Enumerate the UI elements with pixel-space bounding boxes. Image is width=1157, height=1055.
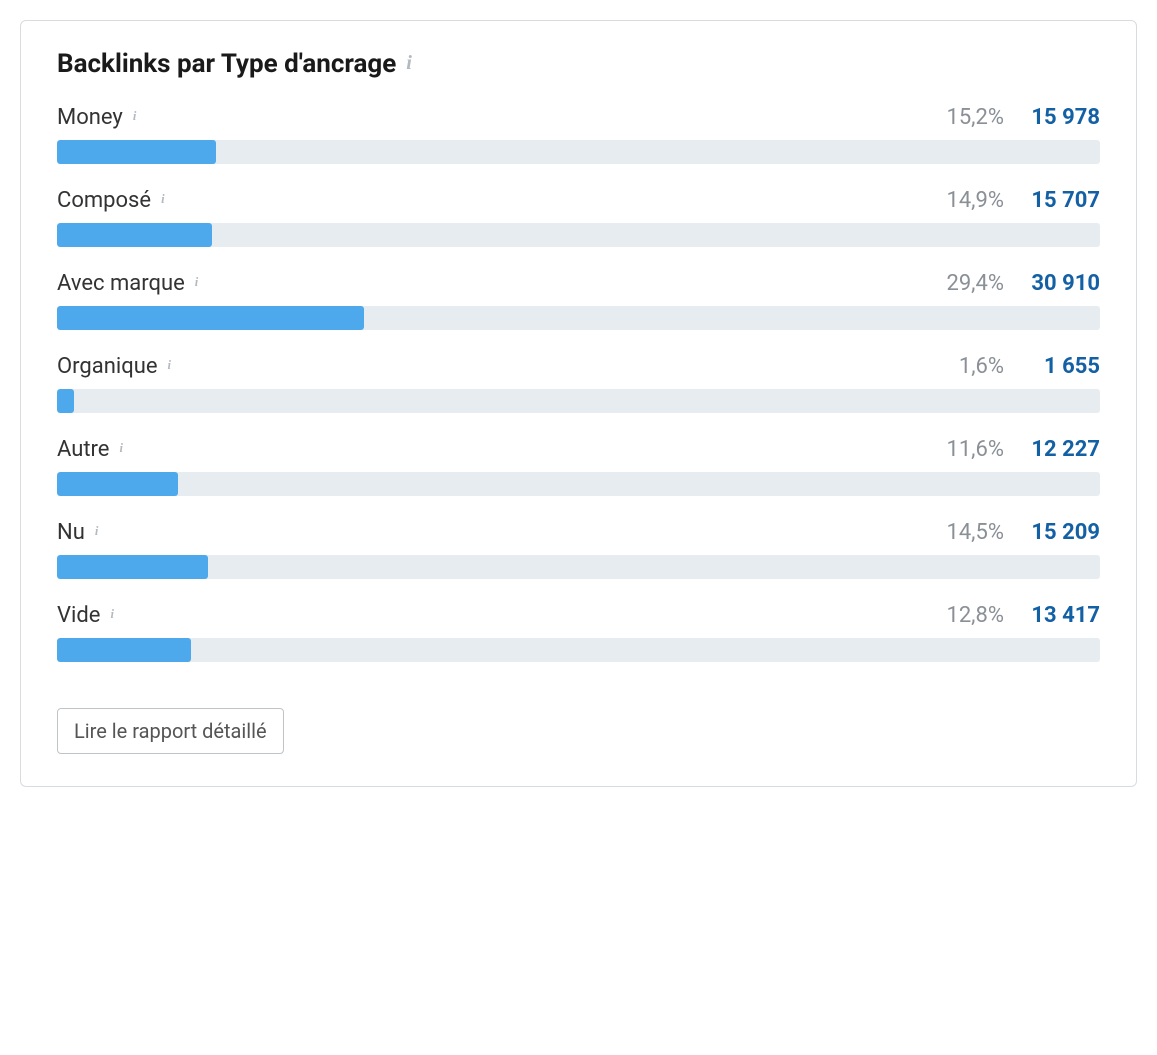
card-footer: Lire le rapport détaillé <box>57 708 1100 754</box>
info-icon[interactable]: i <box>195 276 198 290</box>
anchor-row-label-wrap: Organique i <box>57 354 171 379</box>
anchor-row-percent: 1,6% <box>959 354 1004 379</box>
anchor-row-percent: 29,4% <box>946 271 1004 296</box>
progress-bar-fill <box>57 472 178 496</box>
progress-bar-fill <box>57 555 208 579</box>
anchor-row-values: 11,6% 12 227 <box>946 437 1100 462</box>
anchor-row-label: Organique <box>57 354 158 379</box>
anchor-row-percent: 11,6% <box>946 437 1004 462</box>
anchor-row-count-link[interactable]: 15 978 <box>1020 105 1100 130</box>
anchor-row-label: Avec marque <box>57 271 185 296</box>
anchor-row-label: Autre <box>57 437 109 462</box>
anchor-row-label: Money <box>57 105 123 130</box>
anchor-row-label: Vide <box>57 603 100 628</box>
anchor-row-values: 29,4% 30 910 <box>946 271 1100 296</box>
info-icon[interactable]: i <box>95 525 98 539</box>
progress-bar-track <box>57 140 1100 164</box>
progress-bar-track <box>57 472 1100 496</box>
anchor-row: Videi 12,8% 13 417 <box>57 603 1100 662</box>
anchor-row-label-wrap: Nui <box>57 520 98 545</box>
anchor-row: Composé i 14,9% 15 707 <box>57 188 1100 247</box>
progress-bar-fill <box>57 638 191 662</box>
anchor-row-percent: 14,9% <box>946 188 1004 213</box>
anchor-row-values: 1,6% 1 655 <box>959 354 1100 379</box>
anchor-row-label: Composé <box>57 188 151 213</box>
progress-bar-fill <box>57 306 364 330</box>
progress-bar-fill <box>57 140 216 164</box>
anchor-row-values: 14,5% 15 209 <box>946 520 1100 545</box>
anchor-row-header: Moneyi 15,2% 15 978 <box>57 105 1100 130</box>
anchor-row: Organique i 1,6% 1 655 <box>57 354 1100 413</box>
anchor-row-count-link[interactable]: 12 227 <box>1020 437 1100 462</box>
info-icon[interactable]: i <box>133 110 136 124</box>
progress-bar-fill <box>57 389 74 413</box>
anchor-row-header: Videi 12,8% 13 417 <box>57 603 1100 628</box>
anchor-row-values: 15,2% 15 978 <box>946 105 1100 130</box>
progress-bar-track <box>57 306 1100 330</box>
anchor-row-values: 12,8% 13 417 <box>946 603 1100 628</box>
info-icon[interactable]: i <box>406 53 412 75</box>
anchor-type-card: Backlinks par Type d'ancrage i Moneyi15,… <box>20 20 1137 787</box>
progress-bar-fill <box>57 223 212 247</box>
anchor-row-label-wrap: Avec marque i <box>57 271 198 296</box>
anchor-row-header: Organique i 1,6% 1 655 <box>57 354 1100 379</box>
info-icon[interactable]: i <box>161 193 164 207</box>
anchor-row-count-link[interactable]: 15 707 <box>1020 188 1100 213</box>
rows-container: Moneyi15,2%15 978Composéi14,9%15 707Avec… <box>57 105 1100 662</box>
anchor-row-label-wrap: Composé i <box>57 188 165 213</box>
anchor-row: Nui 14,5% 15 209 <box>57 520 1100 579</box>
anchor-row-label-wrap: Moneyi <box>57 105 136 130</box>
info-icon[interactable]: i <box>119 442 122 456</box>
anchor-row-count-link[interactable]: 13 417 <box>1020 603 1100 628</box>
anchor-row: Autrei 11,6% 12 227 <box>57 437 1100 496</box>
anchor-row-label: Nu <box>57 520 85 545</box>
anchor-row-count-link[interactable]: 30 910 <box>1020 271 1100 296</box>
anchor-row-label-wrap: Videi <box>57 603 114 628</box>
progress-bar-track <box>57 389 1100 413</box>
progress-bar-track <box>57 638 1100 662</box>
anchor-row-values: 14,9% 15 707 <box>946 188 1100 213</box>
anchor-row-header: Nui 14,5% 15 209 <box>57 520 1100 545</box>
info-icon[interactable]: i <box>110 608 113 622</box>
anchor-row-label-wrap: Autrei <box>57 437 123 462</box>
anchor-row-percent: 14,5% <box>946 520 1004 545</box>
anchor-row-percent: 15,2% <box>946 105 1004 130</box>
card-title-text: Backlinks par Type d'ancrage <box>57 49 396 79</box>
anchor-row-header: Avec marque i 29,4% 30 910 <box>57 271 1100 296</box>
anchor-row-header: Autrei 11,6% 12 227 <box>57 437 1100 462</box>
progress-bar-track <box>57 223 1100 247</box>
anchor-row-count-link[interactable]: 15 209 <box>1020 520 1100 545</box>
anchor-row: Avec marque i 29,4% 30 910 <box>57 271 1100 330</box>
progress-bar-track <box>57 555 1100 579</box>
card-title: Backlinks par Type d'ancrage i <box>57 49 1100 79</box>
anchor-row-percent: 12,8% <box>946 603 1004 628</box>
detailed-report-button[interactable]: Lire le rapport détaillé <box>57 708 284 754</box>
anchor-row-count-link[interactable]: 1 655 <box>1020 354 1100 379</box>
anchor-row-header: Composé i 14,9% 15 707 <box>57 188 1100 213</box>
info-icon[interactable]: i <box>168 359 171 373</box>
anchor-row: Moneyi 15,2% 15 978 <box>57 105 1100 164</box>
